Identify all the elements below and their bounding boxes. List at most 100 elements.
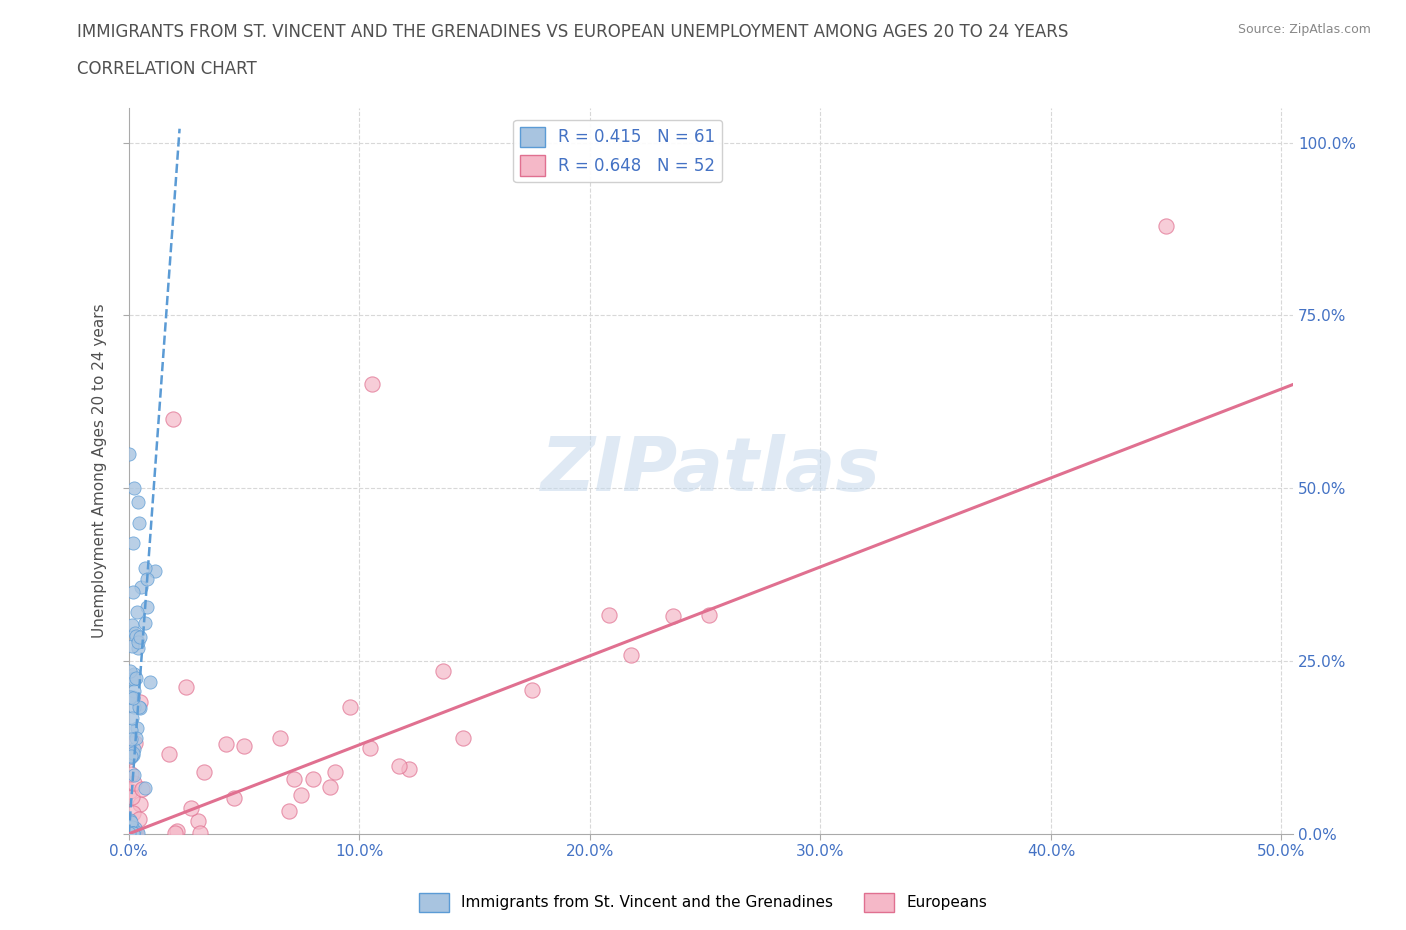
- Point: [122, 826, 145, 841]
- Text: ZIPatlas: ZIPatlas: [541, 434, 882, 508]
- Point: [124, 820, 146, 835]
- Legend: R = 0.415   N = 61, R = 0.648   N = 52: R = 0.415 N = 61, R = 0.648 N = 52: [513, 120, 723, 182]
- Point: [125, 730, 148, 745]
- Point: [120, 826, 142, 841]
- Point: [125, 629, 148, 644]
- Point: [124, 736, 146, 751]
- Point: [129, 700, 152, 715]
- Point: [131, 782, 153, 797]
- Point: [190, 826, 212, 841]
- Point: [162, 412, 184, 427]
- Point: [134, 560, 156, 575]
- Point: [136, 599, 159, 614]
- Point: [128, 812, 150, 827]
- Point: [129, 796, 152, 811]
- Y-axis label: Unemployment Among Ages 20 to 24 years: Unemployment Among Ages 20 to 24 years: [93, 303, 107, 638]
- Point: [120, 826, 142, 841]
- Point: [131, 579, 153, 594]
- Point: [118, 819, 141, 834]
- Point: [187, 814, 209, 829]
- Point: [121, 638, 143, 653]
- Point: [121, 826, 143, 841]
- Point: [124, 826, 146, 841]
- Point: [138, 674, 160, 689]
- Point: [125, 826, 148, 841]
- Point: [124, 625, 146, 640]
- Text: CORRELATION CHART: CORRELATION CHART: [77, 60, 257, 78]
- Point: [166, 824, 188, 839]
- Point: [283, 772, 305, 787]
- Point: [232, 738, 254, 753]
- Point: [127, 641, 149, 656]
- Point: [118, 446, 141, 461]
- Point: [120, 731, 142, 746]
- Point: [121, 819, 143, 834]
- Text: Source: ZipAtlas.com: Source: ZipAtlas.com: [1237, 23, 1371, 36]
- Point: [134, 780, 156, 795]
- Point: [128, 695, 150, 710]
- Point: [118, 826, 141, 841]
- Point: [134, 616, 156, 631]
- Point: [120, 766, 142, 781]
- Point: [120, 815, 142, 830]
- Point: [120, 748, 142, 763]
- Point: [120, 826, 142, 841]
- Point: [662, 608, 685, 623]
- Point: [157, 747, 180, 762]
- Point: [122, 684, 145, 698]
- Point: [339, 699, 361, 714]
- Point: [122, 699, 145, 714]
- Text: IMMIGRANTS FROM ST. VINCENT AND THE GRENADINES VS EUROPEAN UNEMPLOYMENT AMONG AG: IMMIGRANTS FROM ST. VINCENT AND THE GREN…: [77, 23, 1069, 41]
- Point: [118, 750, 141, 764]
- Point: [451, 730, 474, 745]
- Point: [398, 762, 420, 777]
- Point: [121, 826, 143, 841]
- Point: [269, 731, 291, 746]
- Point: [432, 664, 454, 679]
- Point: [125, 604, 148, 619]
- Point: [127, 826, 149, 841]
- Point: [122, 826, 145, 841]
- Point: [120, 826, 142, 841]
- Point: [128, 515, 150, 530]
- Point: [122, 667, 145, 682]
- Point: [359, 740, 381, 755]
- Point: [122, 690, 145, 705]
- Point: [120, 723, 142, 737]
- Point: [122, 826, 145, 841]
- Point: [1154, 218, 1177, 232]
- Point: [120, 826, 142, 841]
- Point: [193, 764, 215, 779]
- Point: [136, 572, 159, 587]
- Legend: Immigrants from St. Vincent and the Grenadines, Europeans: Immigrants from St. Vincent and the Gren…: [412, 887, 994, 918]
- Point: [360, 377, 382, 392]
- Point: [120, 826, 142, 841]
- Point: [180, 801, 202, 816]
- Point: [121, 711, 143, 725]
- Point: [122, 742, 145, 757]
- Point: [598, 607, 620, 622]
- Point: [120, 689, 142, 704]
- Point: [121, 826, 143, 841]
- Point: [699, 608, 721, 623]
- Point: [301, 772, 323, 787]
- Point: [122, 776, 145, 790]
- Point: [224, 790, 246, 805]
- Point: [122, 481, 145, 496]
- Point: [120, 671, 142, 686]
- Point: [127, 495, 149, 510]
- Point: [120, 826, 142, 841]
- Point: [121, 745, 143, 760]
- Point: [388, 758, 411, 773]
- Point: [121, 536, 143, 551]
- Point: [319, 779, 342, 794]
- Point: [128, 699, 150, 714]
- Point: [125, 721, 148, 736]
- Point: [121, 826, 143, 841]
- Point: [118, 826, 141, 841]
- Point: [143, 564, 166, 578]
- Point: [325, 764, 347, 779]
- Point: [121, 790, 143, 804]
- Point: [278, 804, 301, 818]
- Point: [122, 584, 145, 599]
